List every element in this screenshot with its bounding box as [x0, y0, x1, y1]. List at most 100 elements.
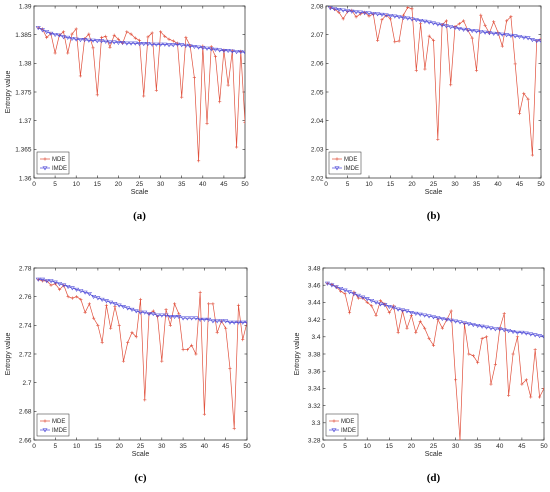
mde-point — [520, 382, 524, 386]
mde-point — [414, 330, 418, 335]
mde-point — [224, 326, 228, 330]
imde-point — [517, 34, 522, 39]
mde-point — [87, 302, 91, 306]
mde-point — [542, 386, 544, 390]
mde-point — [57, 287, 62, 292]
imde-point — [35, 277, 41, 282]
imde-point — [57, 282, 63, 287]
imde-point — [538, 39, 541, 44]
mde-point — [218, 100, 222, 104]
mde-point — [418, 319, 422, 323]
mde-point — [370, 304, 374, 308]
imde-point — [521, 35, 527, 40]
imde-point — [426, 20, 432, 25]
legend-label-imde: IMDE — [341, 428, 356, 434]
imde-point — [61, 35, 67, 40]
mde-point — [112, 33, 116, 37]
mde-point — [505, 19, 509, 23]
mde-point — [526, 97, 530, 101]
imde-point — [187, 44, 193, 49]
mde-point — [352, 290, 356, 294]
imde-point — [238, 50, 244, 55]
y-tick-label: 3.28 — [308, 437, 321, 444]
imde-point — [204, 46, 210, 51]
imde-point — [159, 313, 165, 318]
mde-point — [431, 343, 436, 347]
mde-point — [507, 393, 511, 397]
imde-point — [448, 318, 454, 323]
mde-point — [489, 382, 493, 386]
x-tick-label: 0 — [321, 443, 325, 450]
mde-point — [66, 295, 70, 299]
mde-point — [500, 44, 504, 48]
imde-point — [201, 317, 207, 322]
imde-point — [120, 41, 126, 46]
mde-point — [180, 95, 184, 99]
imde-point — [400, 16, 406, 21]
imde-point — [470, 323, 476, 328]
imde-point — [91, 294, 97, 299]
imde-point — [342, 288, 348, 293]
imde-point — [193, 316, 199, 321]
y-tick-label: 2.76 — [19, 294, 32, 301]
imde-point — [528, 332, 534, 337]
mde-point — [205, 121, 209, 126]
imde-point — [475, 323, 481, 328]
imde-point — [133, 309, 139, 314]
imde-point — [456, 26, 462, 31]
mde-point — [492, 20, 496, 24]
imde-point — [379, 12, 385, 17]
y-axis-label: Entropy value — [5, 70, 12, 113]
mde-point — [440, 326, 444, 330]
imde-point — [86, 38, 92, 43]
imde-point — [210, 319, 216, 324]
y-tick-label: 2.68 — [19, 409, 32, 416]
imde-point — [482, 30, 488, 35]
imde-point — [534, 39, 540, 44]
imde-point — [229, 49, 235, 54]
panel-label: (d) — [427, 472, 441, 484]
mde-point — [164, 307, 168, 312]
mde-point — [207, 302, 211, 306]
y-tick-label: 1.375 — [15, 89, 32, 96]
y-tick-label: 2.02 — [311, 175, 324, 182]
y-tick-label: 3.32 — [308, 403, 321, 410]
mde-point — [116, 37, 120, 41]
mde-point — [211, 302, 215, 306]
y-tick-label: 1.37 — [19, 118, 32, 125]
imde-point — [44, 279, 50, 284]
imde-point — [452, 26, 458, 31]
imde-point — [180, 316, 186, 321]
mde-point — [137, 38, 142, 42]
y-tick-label: 1.365 — [15, 147, 32, 154]
mde-point — [471, 354, 475, 358]
imde-point — [461, 27, 467, 32]
imde-point — [435, 22, 441, 27]
mde-point — [196, 159, 201, 163]
y-tick-label: 2.66 — [19, 437, 32, 444]
imde-point — [212, 47, 218, 52]
imde-point — [125, 306, 131, 311]
imde-point — [103, 299, 109, 304]
data-layer — [35, 277, 247, 431]
y-tick-label: 2.06 — [311, 61, 324, 68]
mde-point — [410, 7, 414, 11]
imde-point — [242, 50, 245, 55]
mde-point — [87, 32, 91, 36]
mde-point — [533, 348, 537, 352]
mde-point — [92, 316, 96, 320]
x-tick-label: 35 — [474, 443, 482, 450]
imde-point — [129, 307, 135, 312]
x-tick-label: 5 — [346, 181, 350, 188]
imde-point — [392, 14, 398, 19]
chart-panel-1: 0 5 10 15 20 25 30 35 40 45 50 1.36 1.365 1.37 1.375 1.… — [5, 3, 249, 222]
mde-point — [462, 19, 466, 23]
imde-point — [486, 31, 492, 36]
y-tick-label: 2.78 — [19, 265, 32, 272]
x-tick-label: 40 — [494, 181, 502, 188]
imde-point — [388, 14, 393, 19]
mde-point — [130, 330, 134, 335]
mde-point — [125, 30, 129, 34]
imde-point — [409, 17, 415, 22]
imde-point — [225, 49, 231, 54]
